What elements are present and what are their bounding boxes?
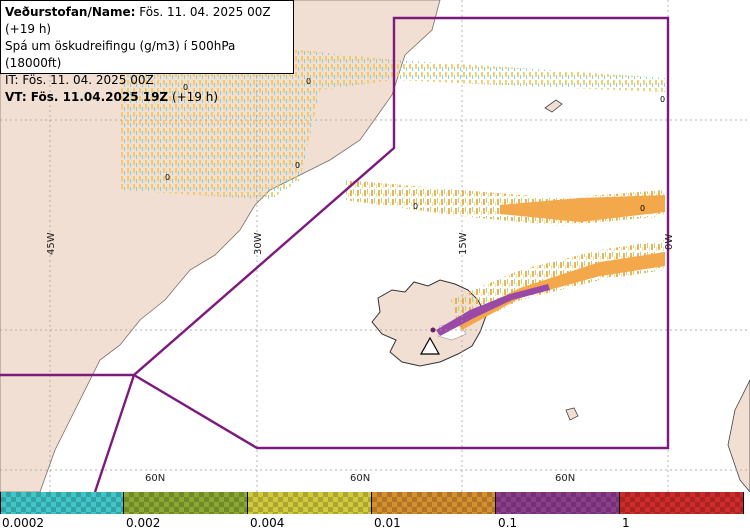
jan-mayen-island xyxy=(544,99,563,113)
lon-label-15w: 15W xyxy=(458,232,469,255)
contour-zero-label: 0 xyxy=(295,161,300,170)
legend-swatch xyxy=(496,492,620,514)
lon-label-45w: 45W xyxy=(46,232,57,255)
faroe-islands xyxy=(565,407,579,421)
legend-swatch xyxy=(0,492,124,514)
contour-zero-label: 0 xyxy=(413,202,418,211)
lon-label-30w: 30W xyxy=(253,232,264,255)
concentration-legend: 0.0002 0.002 0.004 0.01 0.1 1 xyxy=(0,492,750,532)
ash-plume-north xyxy=(120,50,665,200)
legend-tick: 0.1 xyxy=(498,516,518,530)
contour-zero-label: 0 xyxy=(660,95,665,104)
greenland-landmass xyxy=(0,0,441,492)
ash-band-south-core xyxy=(455,252,665,330)
contour-zero-label: 0 xyxy=(183,83,188,92)
ash-dispersion-map: 0 0 0 0 0 0 0 45W 30W 15W 0W 60N 60N 60N xyxy=(0,0,750,492)
lon-label-0w: 0W xyxy=(664,234,675,250)
ash-band-middle-core xyxy=(500,195,665,222)
fir-boundary xyxy=(0,16,670,492)
volcano-warning-icon xyxy=(419,336,441,355)
legend-tick: 1 xyxy=(622,516,630,530)
legend-swatch xyxy=(124,492,248,514)
legend-swatch xyxy=(372,492,496,514)
legend-color-bar xyxy=(0,492,750,514)
info-line-issuer: Veðurstofan/Name: Fös. 11. 04. 2025 00Z … xyxy=(5,5,271,36)
lat-label-60n: 60N xyxy=(350,473,370,484)
legend-tick: 0.004 xyxy=(250,516,285,530)
forecast-info-box: Veðurstofan/Name: Fös. 11. 04. 2025 00Z … xyxy=(0,0,294,104)
contour-zero-label: 0 xyxy=(306,77,311,86)
lat-label-60n: 60N xyxy=(555,473,575,484)
norway-coast xyxy=(727,379,750,492)
legend-tick: 0.01 xyxy=(374,516,401,530)
lat-label-60n: 60N xyxy=(145,473,165,484)
info-line-issue-time: IT: Fös. 11. 04. 2025 00Z xyxy=(5,73,154,87)
legend-tick: 0.0002 xyxy=(2,516,44,530)
legend-swatch xyxy=(248,492,372,514)
legend-swatch xyxy=(620,492,744,514)
info-line-valid-time: VT: Fös. 11.04.2025 19Z (+19 h) xyxy=(5,90,219,104)
contour-zero-label: 0 xyxy=(165,173,170,182)
legend-tick: 0.002 xyxy=(126,516,161,530)
contour-zero-label: 0 xyxy=(640,204,645,213)
info-line-description: Spá um öskudreifingu (g/m3) í 500hPa (18… xyxy=(5,39,236,70)
volcano-vent-dot xyxy=(430,327,436,333)
ash-band-purple xyxy=(436,284,550,336)
